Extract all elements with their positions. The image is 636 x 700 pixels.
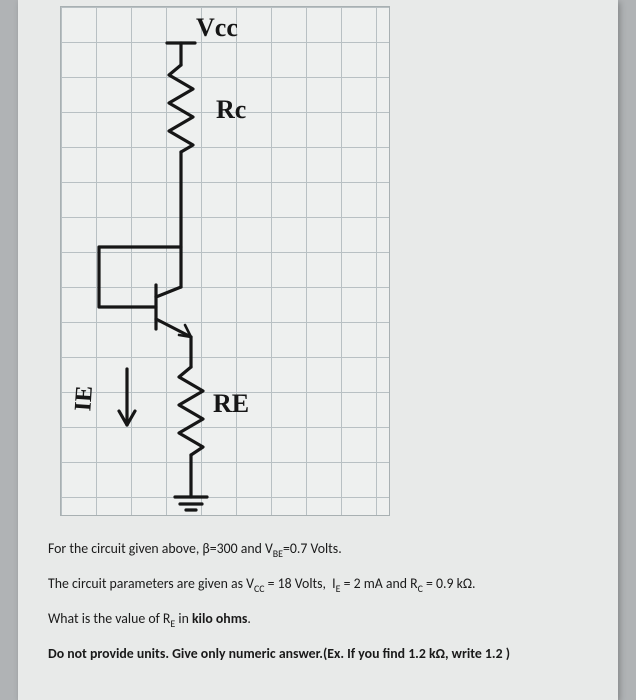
line-given: For the circuit given above, β=300 and V… [48, 540, 608, 561]
label-vcc: Vcc [196, 13, 238, 43]
circuit-svg [61, 7, 391, 517]
line-params: The circuit parameters are given as VCC … [48, 575, 608, 596]
line-instruction: Do not provide units. Give only numeric … [48, 645, 608, 664]
val-rc: 0.9 [436, 575, 453, 592]
val-vcc: 18 [278, 575, 292, 592]
page-container: Vcc Rc RE IE For the circuit given above… [18, 0, 618, 700]
val-ie: 2 [354, 575, 361, 592]
label-ie: IE [70, 385, 99, 412]
label-rc: Rc [216, 95, 246, 125]
val-beta: 300 [217, 540, 238, 557]
circuit-diagram: Vcc Rc RE IE [60, 6, 390, 516]
problem-text: For the circuit given above, β=300 and V… [48, 540, 608, 678]
line-question: What is the value of RE in kilo ohms. [48, 610, 608, 631]
label-re: RE [213, 389, 249, 419]
val-vbe: 0.7 [290, 540, 307, 557]
